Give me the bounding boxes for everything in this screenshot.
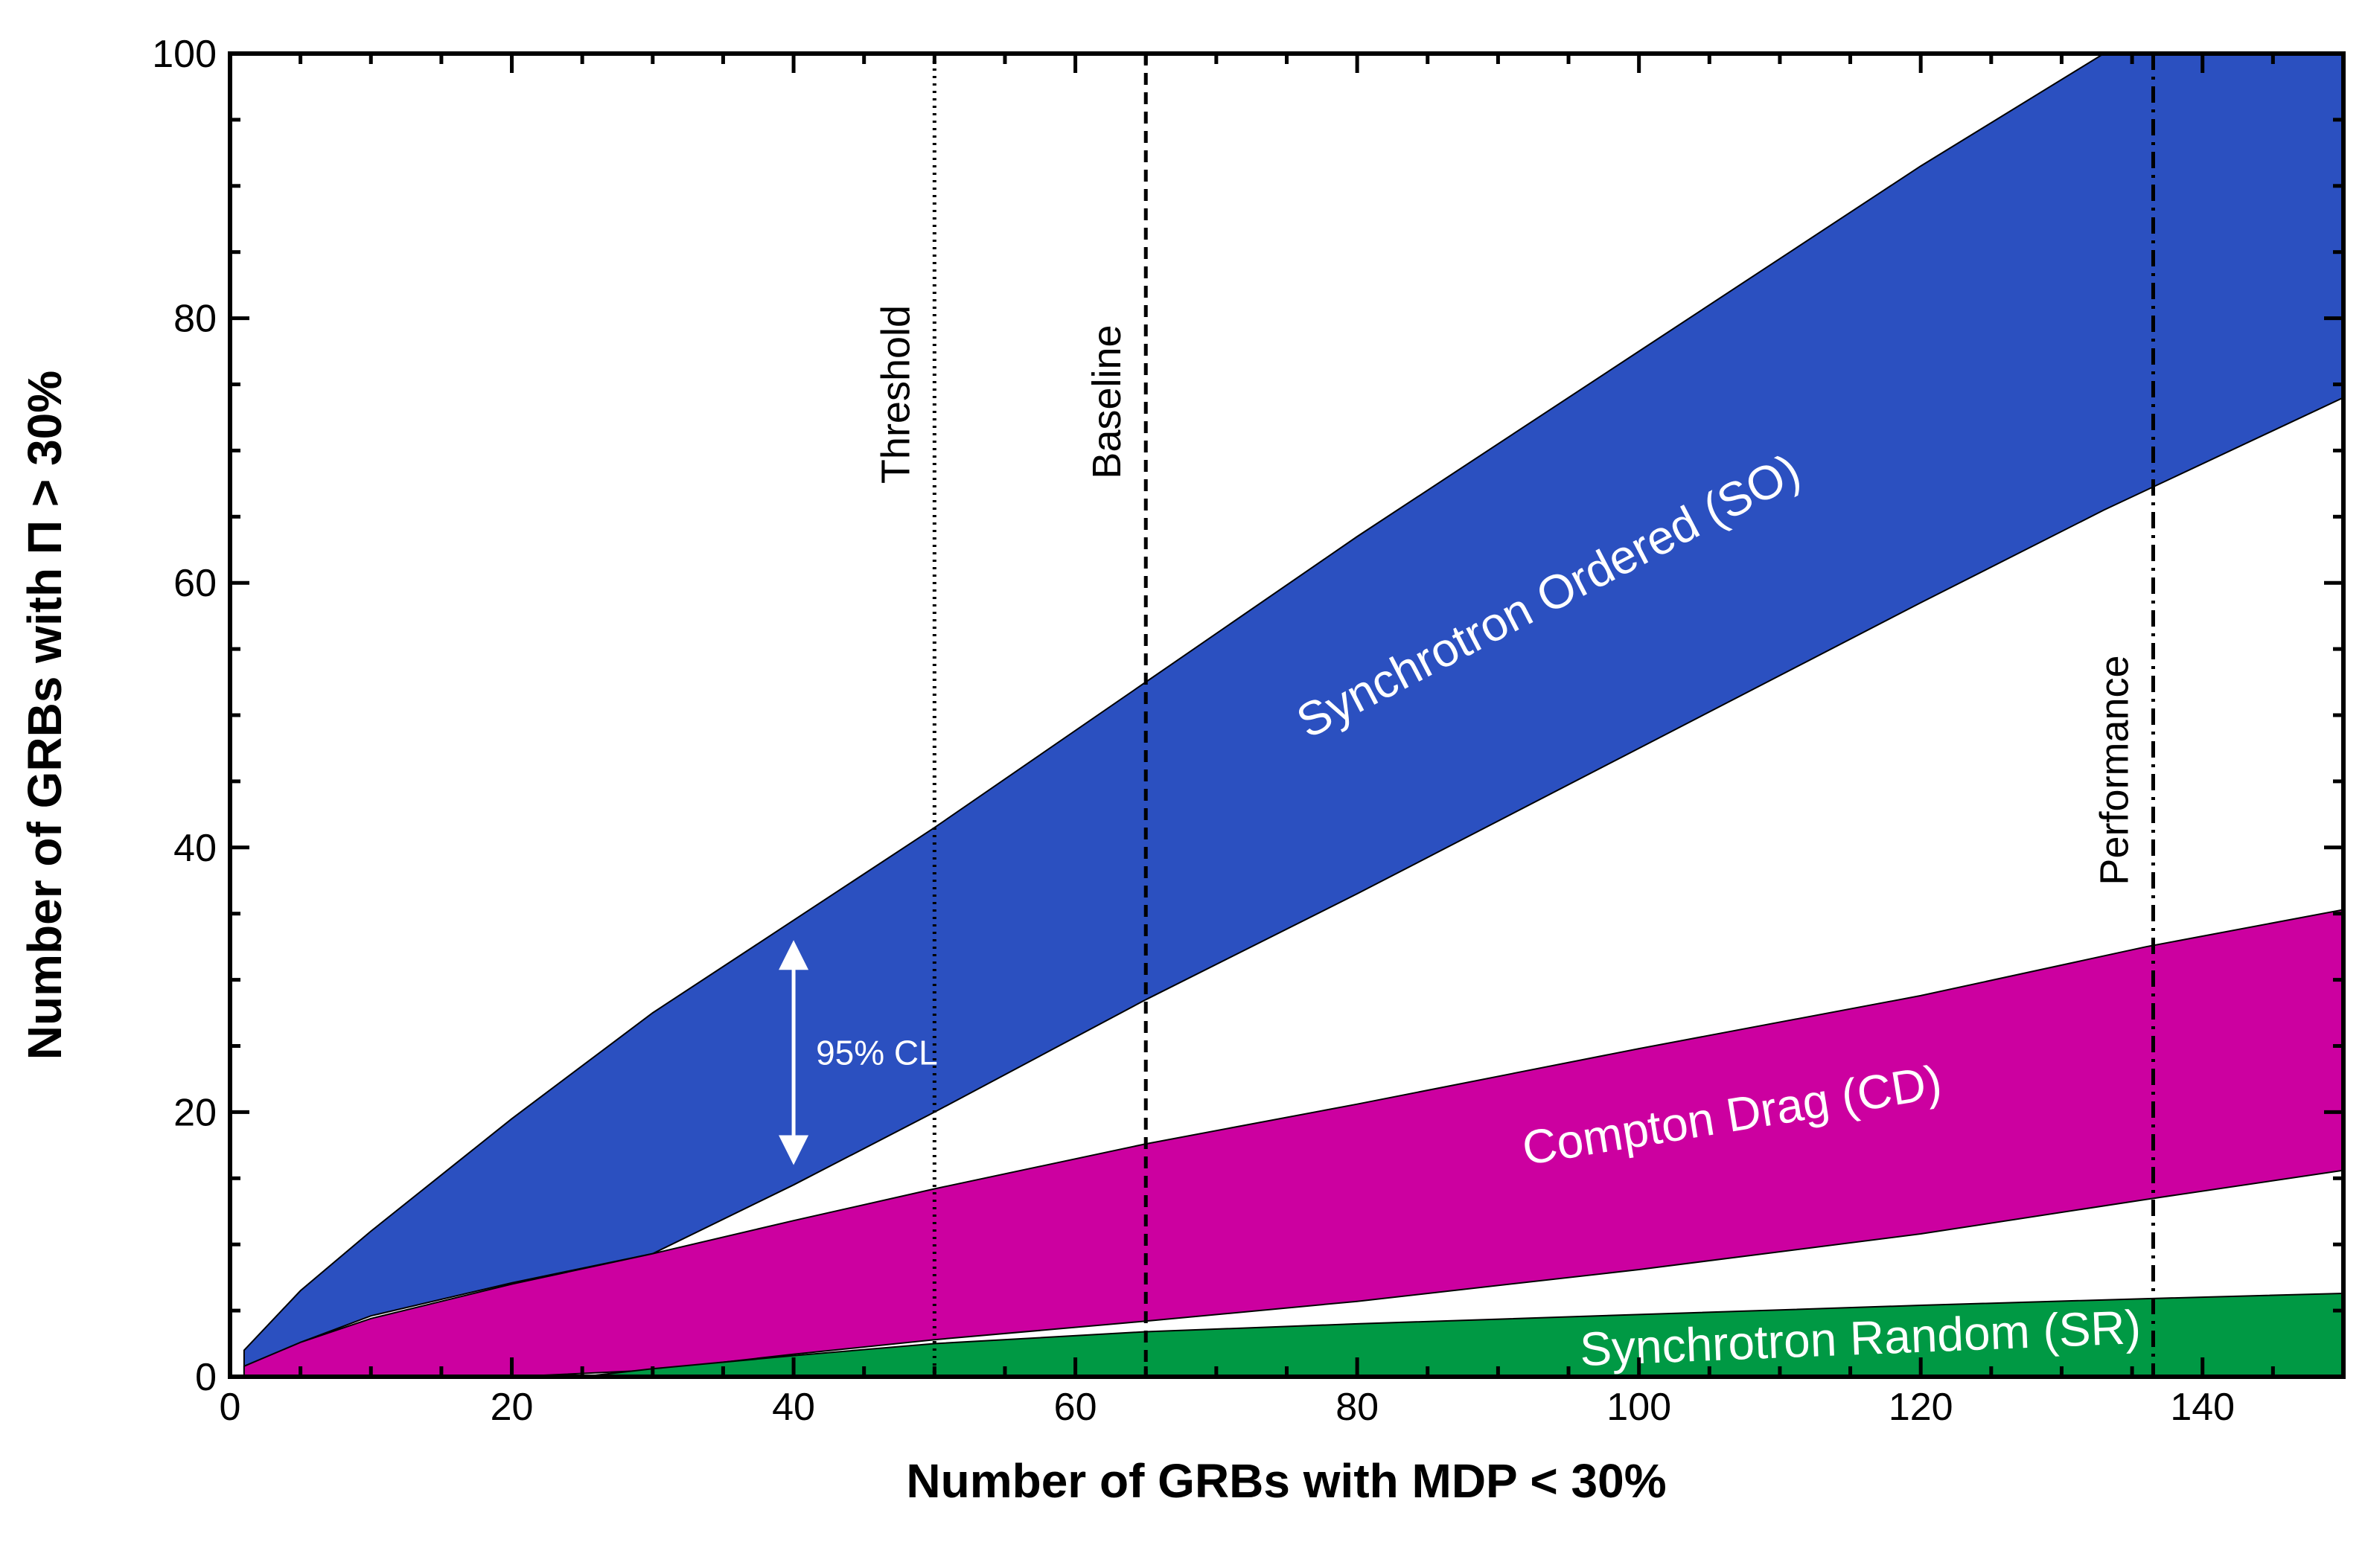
x-tick-label: 60 [1054, 1386, 1097, 1429]
x-tick-label: 100 [1606, 1386, 1671, 1429]
x-tick-label: 140 [2170, 1386, 2235, 1429]
x-axis-label: Number of GRBs with MDP < 30% [906, 1454, 1666, 1508]
y-tick-label: 100 [152, 33, 217, 76]
ticks-layer: 0 20 40 60 80 100 120 140 0 20 40 60 80 100 [152, 33, 2346, 1429]
y-tick-label: 0 [195, 1356, 217, 1399]
vline-label-baseline: Baseline [1085, 324, 1129, 479]
x-tick-label: 20 [491, 1386, 534, 1429]
x-tick-label: 120 [1889, 1386, 1953, 1429]
x-tick-label: 0 [220, 1386, 241, 1429]
y-tick-label: 60 [173, 562, 217, 605]
vline-label-threshold: Threshold [873, 305, 918, 484]
annotations-layer: 95% CL [779, 940, 938, 1165]
cl-arrow-head-down [779, 1135, 809, 1165]
bands-layer [243, 54, 2343, 1377]
y-tick-label: 80 [173, 298, 217, 341]
y-axis-label: Number of GRBs with Π > 30% [18, 371, 71, 1060]
vline-label-performance: Performance [2092, 655, 2136, 885]
vertical-lines-layer: Threshold Baseline Performance [873, 54, 2155, 1377]
x-tick-label: 80 [1335, 1386, 1379, 1429]
y-tick-label: 20 [173, 1091, 217, 1134]
band-synchrotron-random-sr [243, 1292, 2343, 1377]
band-synchrotron-ordered-so [243, 54, 2343, 1375]
cl-arrow-head-up [779, 940, 809, 970]
y-tick-label: 40 [173, 827, 217, 870]
x-tick-label: 40 [772, 1386, 815, 1429]
cl-label: 95% CL [816, 1033, 938, 1072]
